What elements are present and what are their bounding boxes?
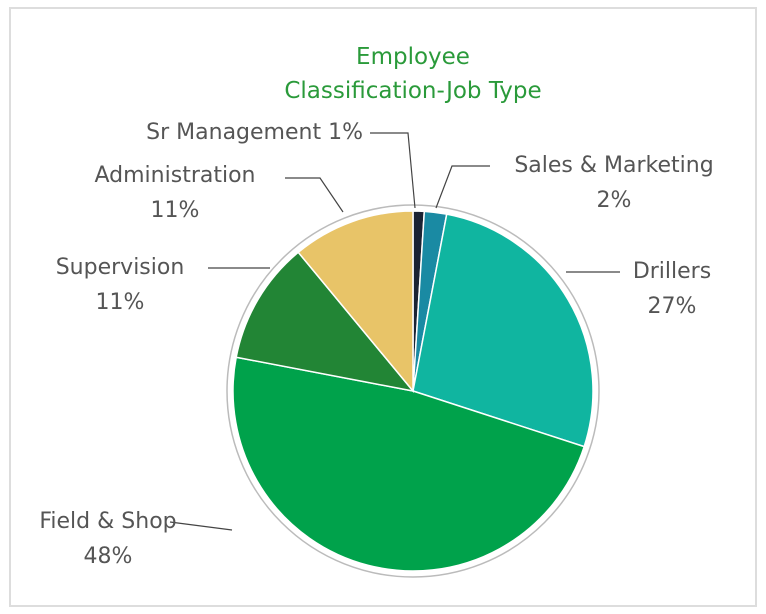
frame — [9, 7, 757, 607]
pie-slice — [235, 251, 415, 393]
slice-label: Field & Shop 48% — [39, 509, 176, 569]
pie-slice — [297, 210, 414, 394]
slice-label: Sales & Marketing 2% — [514, 153, 713, 213]
category-name: Sales & Marketing — [514, 153, 713, 178]
value-label: 11% — [96, 290, 145, 315]
category-name: Supervision — [56, 255, 185, 280]
value-label: 48% — [84, 544, 133, 569]
chart-title: Employee Classification-Job Type — [284, 44, 542, 104]
pie-slice — [232, 356, 586, 572]
slice-label: Supervision 11% — [56, 255, 185, 315]
category-name: Administration — [95, 163, 256, 188]
slice-label: Sr Management 1% — [146, 120, 363, 145]
slice-label: Administration 11% — [95, 163, 256, 223]
category-name: Sr Management — [146, 120, 321, 145]
slice-label: Drillers 27% — [633, 259, 711, 319]
category-name: Drillers — [633, 259, 711, 284]
category-name: Field & Shop — [39, 509, 176, 534]
value-label: 1% — [328, 120, 363, 145]
leader-line — [370, 132, 416, 209]
value-label: 11% — [151, 198, 200, 223]
value-label: 27% — [648, 294, 697, 319]
value-label: 2% — [597, 188, 632, 213]
pie-slice — [412, 213, 594, 448]
pie-ring — [226, 204, 600, 578]
leader-line — [285, 177, 344, 213]
leader-line — [169, 521, 233, 531]
leader-line — [435, 165, 490, 209]
